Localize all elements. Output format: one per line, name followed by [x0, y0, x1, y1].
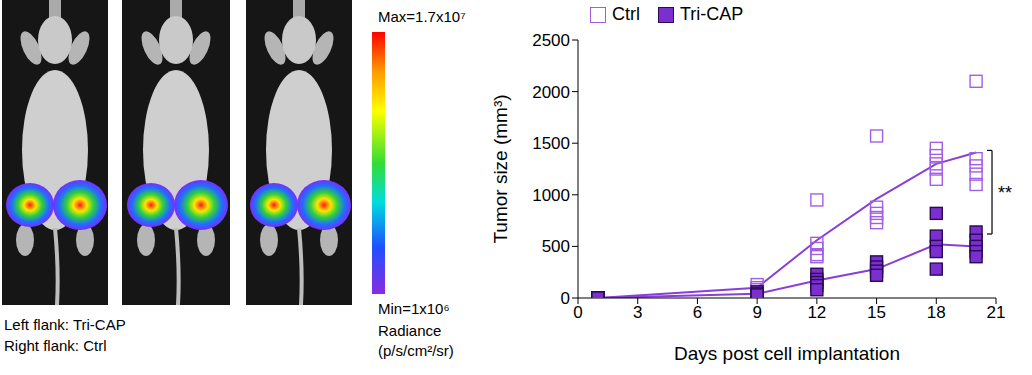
svg-text:Left flank: Tri-CAP: Left flank: Tri-CAP [4, 316, 126, 333]
svg-text:18: 18 [927, 303, 946, 322]
svg-text:9: 9 [752, 303, 761, 322]
svg-text:2500: 2500 [532, 31, 570, 50]
svg-text:15: 15 [867, 303, 886, 322]
svg-text:Max=1.7x10⁷: Max=1.7x10⁷ [378, 8, 466, 25]
svg-text:500: 500 [542, 237, 570, 256]
svg-text:6: 6 [693, 303, 702, 322]
html-text:Tri-CAP: Tri-CAP [680, 4, 744, 24]
svg-text:1500: 1500 [532, 134, 570, 153]
svg-text:12: 12 [807, 303, 826, 322]
svg-text:Right flank: Ctrl: Right flank: Ctrl [4, 337, 107, 354]
svg-text:Days post cell implantation: Days post cell implantation [674, 343, 900, 364]
svg-text:(p/s/cm²/sr): (p/s/cm²/sr) [378, 342, 454, 359]
svg-text:21: 21 [987, 303, 1006, 322]
svg-text:Min=1x10⁶: Min=1x10⁶ [378, 300, 450, 317]
svg-text:3: 3 [633, 303, 642, 322]
svg-text:0: 0 [561, 289, 570, 308]
svg-text:2000: 2000 [532, 83, 570, 102]
svg-text:Tumor size (mm³): Tumor size (mm³) [490, 94, 511, 243]
svg-text:Radiance: Radiance [378, 322, 441, 339]
svg-text:0: 0 [573, 303, 582, 322]
svg-text:**: ** [998, 183, 1012, 203]
html-text:Ctrl: Ctrl [612, 4, 640, 24]
svg-text:1000: 1000 [532, 186, 570, 205]
